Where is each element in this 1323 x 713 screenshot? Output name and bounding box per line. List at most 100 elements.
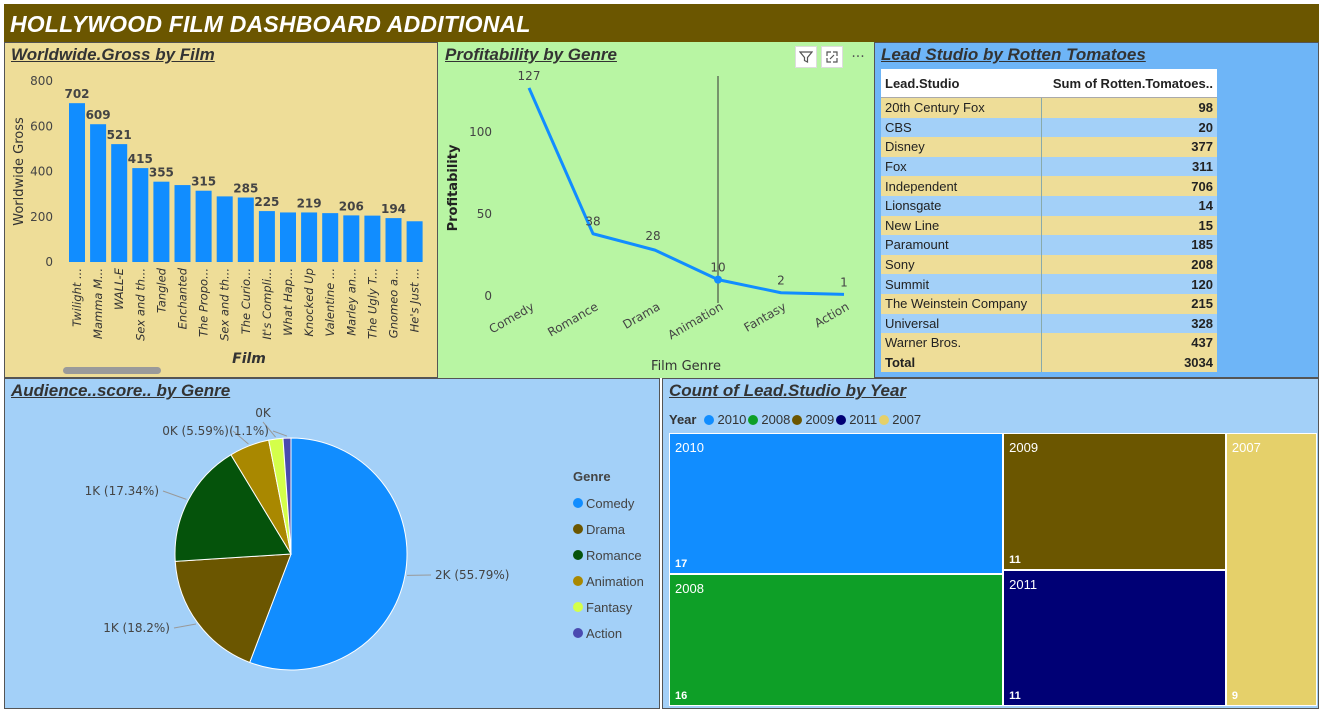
x-tick-label: Sex and th... [218,268,232,341]
visual-header-icons: ··· [795,46,869,68]
studio-name-cell: CBS [881,117,1042,138]
profitability-panel[interactable]: Profitability by Genre ··· 0 50 100 Profita… [438,42,874,378]
y-tick-label: 200 [30,210,53,224]
table-row[interactable]: Warner Bros. 437 [881,333,1217,353]
rotten-tomatoes-cell: 328 [1041,313,1217,334]
legend-item[interactable]: 2008 [748,412,790,427]
legend-marker [573,602,583,612]
legend-item[interactable]: Fantasy [573,594,644,620]
treemap-count-label: 16 [675,689,688,702]
table-row[interactable]: Sony 208 [881,254,1217,275]
pie-leader-line [173,623,197,629]
lead-studio-table[interactable]: Lead.Studio Sum of Rotten.Tomatoes.. 20t… [881,69,1217,373]
legend-item[interactable]: 2010 [704,412,746,427]
lead-studio-panel[interactable]: Lead Studio by Rotten Tomatoes Lead.Stud… [874,42,1319,378]
legend-item[interactable]: Animation [573,568,644,594]
focus-mode-icon[interactable] [821,46,843,68]
pie-leader-line [162,490,187,500]
studio-name-cell: Warner Bros. [881,333,1042,353]
year-legend-title: Year [669,412,697,427]
rotten-tomatoes-cell: 215 [1041,293,1217,314]
legend-label: Comedy [586,495,635,511]
table-row[interactable]: CBS 20 [881,117,1217,138]
table-row[interactable]: The Weinstein Company 215 [881,293,1217,314]
studio-name-cell: Paramount [881,235,1042,255]
legend-label: 2008 [761,412,791,427]
pie-data-label: 0K (5.59%) [162,424,229,438]
x-tick-label: Marley an... [344,268,358,336]
genre-legend-title: Genre [573,469,611,484]
treemap-cell[interactable]: 2008 16 [669,573,1004,706]
table-row[interactable]: Fox 311 [881,156,1217,177]
legend-item[interactable]: 2009 [792,412,834,427]
more-options-icon[interactable]: ··· [851,49,865,65]
audience-score-panel[interactable]: Audience..score.. by Genre 2K (55.79%) 1K… [4,378,660,709]
table-row[interactable]: 20th Century Fox 98 [881,97,1217,118]
x-tick-label: Animation [666,299,726,342]
x-axis-title: Film Genre [651,359,721,374]
horizontal-scrollbar[interactable] [63,367,161,374]
bar [322,213,339,262]
treemap-cell[interactable]: 2010 17 [669,433,1004,574]
bar [195,190,212,262]
treemap-cell[interactable]: 2007 9 [1225,433,1317,706]
studio-year-treemap[interactable]: 2010 17 2008 16 2009 11 2011 11 2007 9 [669,433,1317,706]
treemap-year-label: 2009 [1009,440,1039,455]
table-row[interactable]: Summit 120 [881,274,1217,294]
legend-item[interactable]: Action [573,620,644,646]
rotten-tomatoes-cell: 15 [1041,215,1217,236]
table-row[interactable]: Disney 377 [881,137,1217,157]
table-row[interactable]: Lionsgate 14 [881,195,1217,216]
rotten-tomatoes-cell: 20 [1041,117,1217,138]
table-row[interactable]: Universal 328 [881,313,1217,334]
table-row[interactable]: Independent 706 [881,176,1217,196]
x-tick-label: Comedy [487,299,537,336]
worldwide-gross-chart[interactable]: 0 200 400 600 800 Worldwide Gross 702 Twilight … [5,43,437,377]
audience-score-pie[interactable]: 2K (55.79%) 1K (18.2%) 1K (17.34%) 0K (5.59… [5,379,565,708]
legend-item[interactable]: Romance [573,542,644,568]
legend-item[interactable]: Drama [573,516,644,542]
legend-item[interactable]: 2007 [879,412,921,427]
pie-leader-line [232,430,249,445]
y-tick-label: 800 [30,74,53,88]
rotten-tomatoes-cell: 377 [1041,137,1217,157]
bar [90,124,107,263]
legend-item[interactable]: Comedy [573,490,644,516]
studio-name-cell: New Line [881,215,1042,236]
worldwide-gross-panel[interactable]: Worldwide.Gross by Film 0 200 400 600 800 Wor… [4,42,438,378]
studio-name-cell: 20th Century Fox [881,97,1042,118]
filter-icon[interactable] [795,46,817,68]
bar-data-label: 415 [128,152,153,166]
bar [301,212,318,262]
table-row[interactable]: Paramount 185 [881,235,1217,255]
legend-item[interactable]: 2011 [836,412,877,427]
legend-marker [879,414,890,425]
studio-year-panel[interactable]: Count of Lead.Studio by Year Year 2010 20… [662,378,1319,709]
pie-data-label: 0K [255,406,272,420]
bar [258,211,275,262]
treemap-count-label: 9 [1231,690,1238,702]
bar-data-label: 609 [86,108,111,122]
table-total-row: Total 3034 [881,352,1217,373]
treemap-cell[interactable]: 2009 11 [1003,433,1226,570]
column-header-lead-studio[interactable]: Lead.Studio [881,69,1042,98]
treemap-cell[interactable]: 2011 11 [1003,569,1226,706]
column-header-rotten-tomatoes[interactable]: Sum of Rotten.Tomatoes.. [1041,69,1217,98]
table-row[interactable]: New Line 15 [881,215,1217,236]
legend-label: Drama [586,521,626,537]
pie-slice [249,437,408,671]
line-data-label: 38 [585,215,600,229]
rotten-tomatoes-cell: 120 [1041,274,1217,294]
x-tick-label: Fantasy [742,299,789,334]
line-data-label: 28 [645,229,660,243]
bar [280,212,296,262]
pie-data-label: 2K (55.79%) [435,568,509,582]
profitability-chart[interactable]: 0 50 100 Profitability 127 Comedy 38 Romance 28 D… [439,43,873,377]
total-label: Total [881,352,1042,373]
x-tick-label: Tangled [154,267,168,313]
dashboard-title: HOLLYWOOD FILM DASHBOARD ADDITIONAL [10,11,531,37]
rotten-tomatoes-cell: 706 [1041,176,1217,196]
studio-name-cell: Lionsgate [881,195,1042,216]
worldwide-gross-title: Worldwide.Gross by Film [11,45,215,64]
x-tick-label: The Propo... [197,268,211,337]
